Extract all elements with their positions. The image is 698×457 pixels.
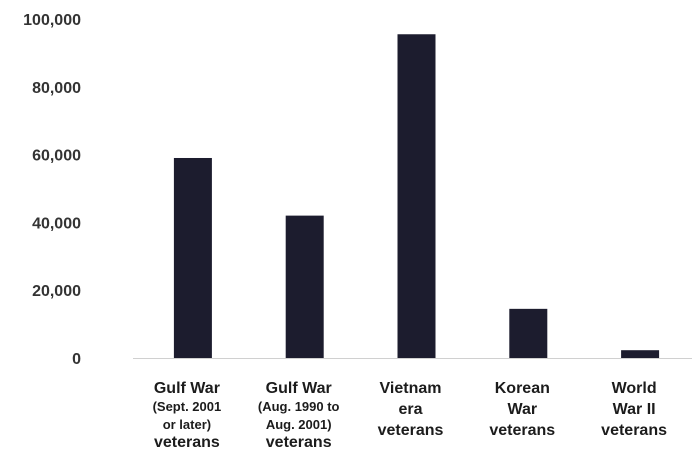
category-label-line: veterans (601, 422, 667, 439)
y-tick-label: 60,000 (32, 148, 81, 165)
category-label-line: World (612, 380, 657, 397)
category-label-line: (Sept. 2001 (153, 399, 222, 414)
category-label-line: veterans (266, 434, 332, 451)
y-tick-label: 80,000 (32, 80, 81, 97)
y-tick-label: 100,000 (23, 12, 81, 29)
category-label-line: Vietnam (380, 380, 442, 397)
category-label-line: War II (613, 401, 656, 418)
category-label-line: Aug. 2001) (266, 417, 332, 432)
bar-4 (621, 350, 660, 358)
category-label-line: Korean (495, 380, 550, 397)
y-tick-label: 40,000 (32, 215, 81, 232)
bar-3 (509, 308, 548, 358)
category-label-line: veterans (378, 422, 444, 439)
bar-2 (397, 34, 436, 358)
bar-0 (173, 157, 212, 358)
x-axis-category-labels: Gulf War (Sept. 2001 or later) veterans Gulf… (153, 380, 668, 451)
y-tick-label: 0 (72, 351, 81, 368)
bar-1 (285, 215, 324, 358)
category-label-line: Gulf War (266, 380, 332, 397)
y-axis-ticks: 0 20,000 40,000 60,000 80,000 100,000 (23, 12, 81, 368)
category-label-line: War (507, 401, 537, 418)
category-label-line: Gulf War (154, 380, 220, 397)
bars (173, 34, 660, 358)
category-label-line: veterans (154, 434, 220, 451)
category-label-line: era (398, 401, 422, 418)
category-label-line: (Aug. 1990 to (258, 399, 340, 414)
category-label-line: or later) (163, 417, 211, 432)
y-tick-label: 20,000 (32, 283, 81, 300)
category-label-line: veterans (489, 422, 555, 439)
